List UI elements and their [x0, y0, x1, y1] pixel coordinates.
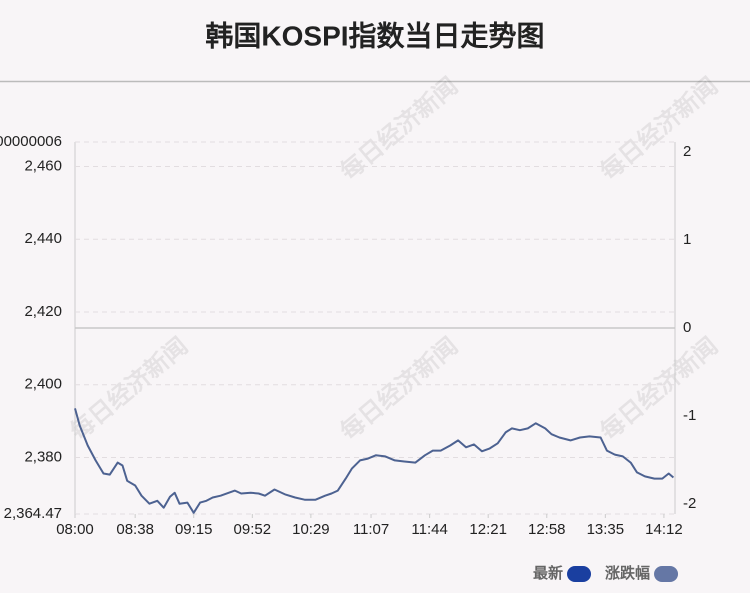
- legend-label: 最新: [533, 564, 563, 582]
- x-tick-label: 10:29: [292, 521, 330, 538]
- x-tick-label: 12:21: [469, 521, 507, 538]
- x-tick-label: 09:15: [175, 521, 213, 538]
- y2-tick-label: -1: [683, 407, 696, 424]
- x-tick-label: 13:35: [587, 521, 625, 538]
- x-tick-label: 14:12: [645, 521, 683, 538]
- y2-tick-label: -2: [683, 495, 696, 512]
- x-tick-label: 11:44: [411, 521, 447, 538]
- watermark: 每日经济新闻: [334, 71, 463, 186]
- x-tick-label: 11:07: [353, 521, 389, 538]
- y-tick-label: 2,466.7300000006: [0, 133, 62, 150]
- legend-swatch: [567, 566, 592, 582]
- y-tick-label: 2,364.47: [4, 505, 62, 522]
- x-tick-label: 08:38: [116, 521, 154, 538]
- watermark: 每日经济新闻: [594, 71, 723, 186]
- watermark: 每日经济新闻: [64, 331, 193, 446]
- y-tick-label: 2,440: [24, 230, 62, 247]
- y2-tick-label: 0: [683, 319, 691, 336]
- y2-tick-label: 2: [683, 143, 691, 160]
- watermark: 每日经济新闻: [334, 331, 463, 446]
- x-tick-label: 09:52: [234, 521, 272, 538]
- y-tick-label: 2,460: [24, 157, 62, 174]
- y-tick-label: 2,380: [24, 448, 62, 465]
- legend-swatch: [654, 566, 679, 582]
- x-tick-label: 08:00: [56, 521, 94, 538]
- y-tick-label: 2,400: [24, 376, 62, 393]
- y2-tick-label: 1: [683, 231, 691, 248]
- chart-title: 韩国KOSPI指数当日走势图: [205, 20, 544, 51]
- price-line: [74, 408, 675, 514]
- y-tick-label: 2,420: [24, 303, 62, 320]
- legend-label: 涨跌幅: [605, 564, 650, 582]
- x-tick-label: 12:58: [528, 521, 566, 538]
- watermark: 每日经济新闻: [594, 331, 723, 446]
